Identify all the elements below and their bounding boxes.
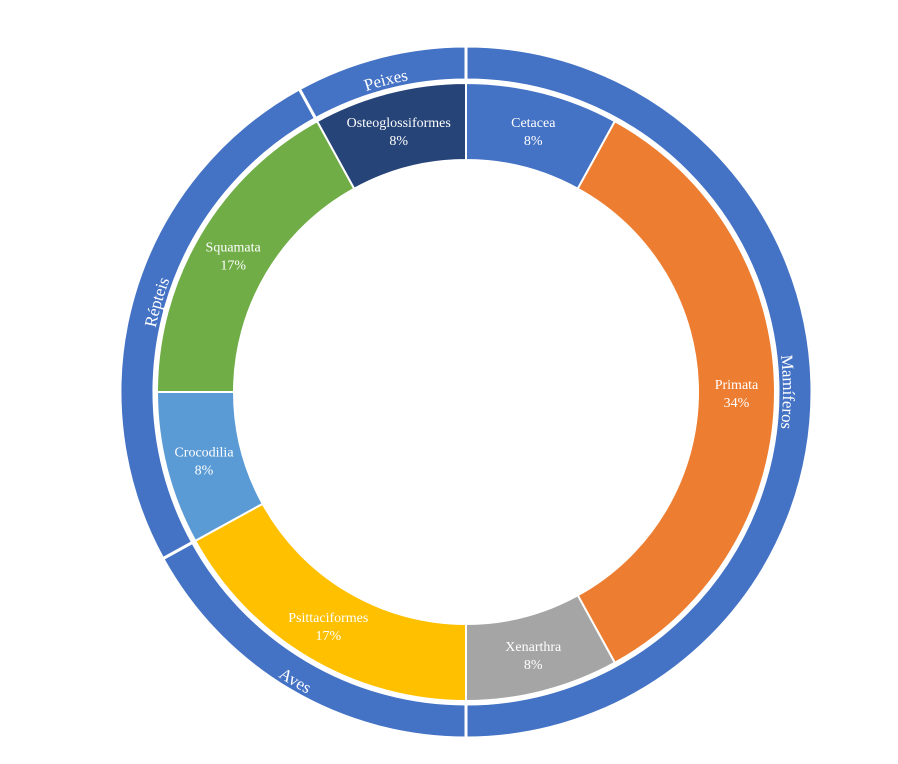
slice-label-crocodilia: Crocodilia 8%	[174, 445, 234, 478]
slice-label-psittaciformes: Psittaciformes 17%	[288, 611, 368, 644]
slice-primata	[576, 119, 777, 665]
slice-label-squamata: Squamata 17%	[206, 240, 262, 273]
slice-osteoglossiformes	[315, 81, 467, 191]
slice-label-cetacea: Cetacea 8%	[511, 116, 556, 149]
group-peixes	[297, 44, 468, 121]
slice-label-primata: Primata 34%	[715, 378, 759, 411]
inner-ring	[155, 81, 777, 703]
labels: Cetacea 8% Primata 34% Xenarthra 8% Psittacifo…	[141, 66, 798, 698]
outer-ring	[118, 44, 814, 740]
slice-label-xenarthra: Xenarthra 8%	[505, 640, 562, 673]
slice-label-osteoglossiformes: Osteoglossiformes 8%	[347, 116, 451, 149]
group-label-mamiferos: Mamíferos	[777, 354, 798, 430]
